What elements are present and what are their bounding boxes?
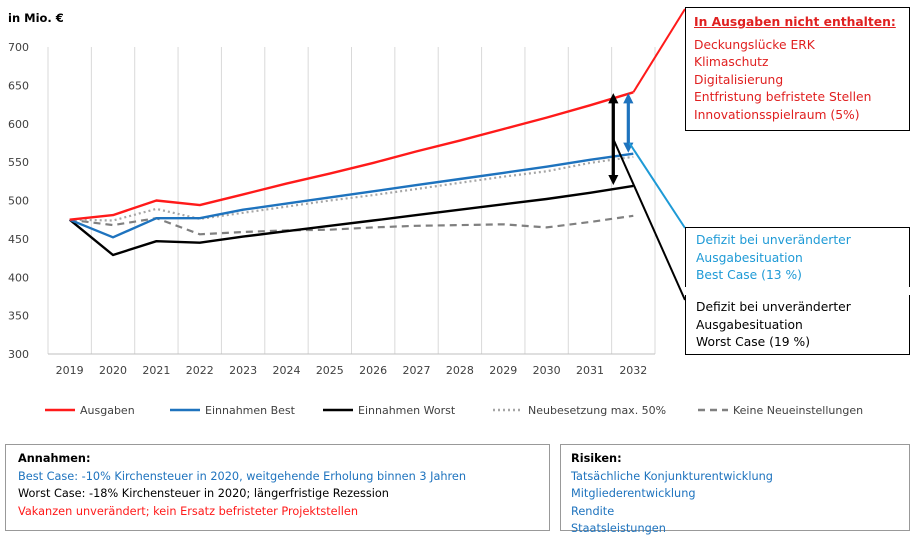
x-tick-label: 2028: [446, 364, 474, 377]
callout-item: Deckungslücke ERK: [694, 37, 815, 52]
x-tick-label: 2029: [489, 364, 517, 377]
chart-series: [68, 91, 634, 257]
y-tick-label: 450: [8, 233, 29, 246]
callout-expenses-not-included: In Ausgaben nicht enthalten: Deckungslüc…: [685, 7, 910, 131]
legend-label: Einnahmen Best: [205, 404, 296, 417]
series-line-ausgaben: [69, 91, 634, 221]
series-line-neubesetzung-max-50-: [69, 155, 634, 222]
risk-item: Rendite: [571, 504, 615, 518]
x-tick-label: 2019: [56, 364, 84, 377]
y-tick-label: 700: [8, 41, 29, 54]
series-line-einnahmen-best: [69, 152, 634, 239]
risks-title: Risiken:: [571, 452, 622, 465]
chart-grid: [47, 47, 656, 354]
legend-label: Keine Neueinstellungen: [733, 404, 863, 417]
y-tick-label: 600: [8, 118, 29, 131]
connector-expenses: [632, 8, 686, 93]
legend-label: Ausgaben: [80, 404, 135, 417]
callout-item: Digitalisierung: [694, 72, 784, 87]
risk-item: Staatsleistungen: [571, 522, 666, 535]
y-tick-label: 550: [8, 156, 29, 169]
assumption-line: Best Case: -10% Kirchensteuer in 2020, w…: [18, 469, 467, 483]
x-tick-label: 2021: [142, 364, 170, 377]
legend-label: Neubesetzung max. 50%: [528, 404, 666, 417]
y-tick-label: 650: [8, 79, 29, 92]
y-tick-label: 500: [8, 195, 29, 208]
connector-best: [628, 142, 686, 229]
x-tick-label: 2023: [229, 364, 257, 377]
y-tick-label: 300: [8, 348, 29, 361]
x-tick-label: 2020: [99, 364, 127, 377]
callout-line: Defizit bei unveränderter: [696, 233, 851, 247]
legend-label: Einnahmen Worst: [358, 404, 456, 417]
chart-legend: Ausgaben Einnahmen Best Einnahmen Worst Neu…: [45, 404, 863, 417]
chart-axis: 300 350 400 450 500 550 600 650 700 2019 2020 2021 2…: [8, 41, 655, 377]
callout-line: Best Case (13 %): [696, 268, 802, 282]
callout-item: Entfristung befristete Stellen: [694, 90, 872, 104]
y-tick-label: 350: [8, 310, 29, 323]
risks-box: Risiken: Tatsächliche Konjunkturentwickl…: [560, 444, 910, 535]
callout-deficit-worst-case: Defizit bei unveränderter Ausgabesituati…: [685, 295, 910, 355]
assumptions-title: Annahmen:: [18, 452, 91, 465]
connector-worst: [612, 138, 686, 301]
assumption-line: Worst Case: -18% Kirchensteuer in 2020; …: [18, 487, 389, 500]
x-tick-label: 2025: [316, 364, 344, 377]
series-line-einnahmen-worst: [68, 184, 634, 257]
callout-deficit-best-case: Defizit bei unveränderter Ausgabesituati…: [685, 227, 910, 287]
assumptions-box: Annahmen: Best Case: -10% Kirchensteuer …: [5, 444, 550, 531]
callout-item: Innovationsspielraum (5%): [694, 107, 860, 122]
x-tick-label: 2022: [186, 364, 214, 377]
callout-connectors: [612, 8, 686, 301]
callout-line: Worst Case (19 %): [696, 335, 810, 349]
x-tick-label: 2027: [403, 364, 431, 377]
x-tick-label: 2032: [619, 364, 647, 377]
callout-item: Klimaschutz: [694, 55, 769, 69]
assumption-line: Vakanzen unverändert; kein Ersatz befris…: [18, 504, 359, 518]
callout-line: Ausgabesituation: [696, 317, 803, 332]
callout-line: Ausgabesituation: [696, 250, 803, 265]
x-tick-label: 2030: [533, 364, 561, 377]
risk-item: Tatsächliche Konjunkturentwicklung: [571, 469, 773, 483]
series-line-keine-neueinstellungen: [69, 214, 634, 236]
risk-item: Mitgliederentwicklung: [571, 487, 696, 500]
x-tick-label: 2026: [359, 364, 387, 377]
x-tick-label: 2024: [272, 364, 300, 377]
y-axis-label: in Mio. €: [8, 11, 64, 25]
callout-title: In Ausgaben nicht enthalten:: [694, 15, 896, 29]
callout-line: Defizit bei unveränderter: [696, 300, 851, 314]
y-tick-label: 400: [8, 271, 29, 284]
x-tick-label: 2031: [576, 364, 604, 377]
